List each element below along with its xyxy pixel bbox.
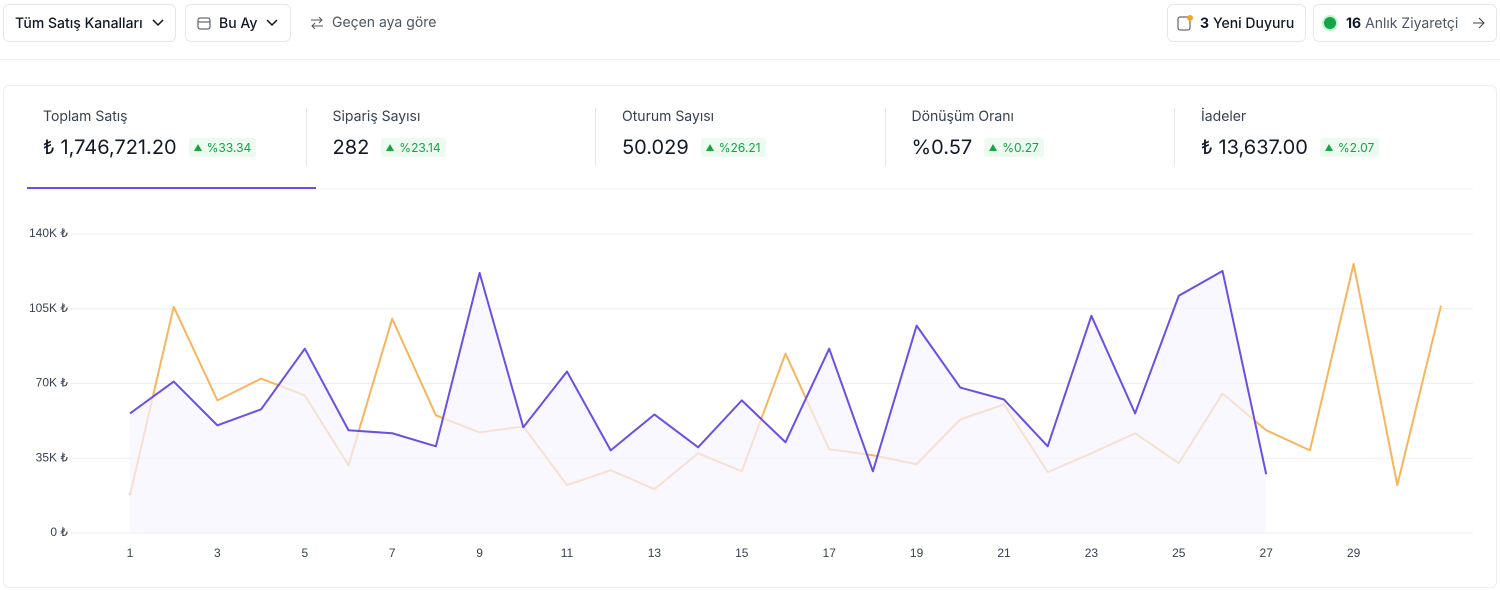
y-tick-label: 140K ₺ <box>29 226 68 240</box>
x-tick-label: 3 <box>214 546 221 560</box>
kpi-label: Oturum Sayısı <box>622 108 714 125</box>
comparison-toggle[interactable]: Geçen aya göre <box>310 14 436 31</box>
up-arrow <box>989 143 998 151</box>
announce-label: Yeni Duyuru <box>1212 14 1295 32</box>
x-tick-label: 27 <box>1260 546 1274 560</box>
announce-icon <box>1177 15 1193 31</box>
kpi-value: 50.029 <box>622 135 689 159</box>
y-tick-label: 0 ₺ <box>50 525 68 539</box>
up-arrow <box>386 143 395 151</box>
up-arrow <box>705 143 714 151</box>
kpi-value: ₺ 13,637.00 <box>1201 135 1308 159</box>
x-tick-label: 11 <box>561 546 574 560</box>
area <box>130 270 1267 533</box>
y-tick-label: 105K ₺ <box>29 301 68 315</box>
x-tick-label: 7 <box>389 546 396 560</box>
kpi-change-text: %26.21 <box>718 139 761 155</box>
up-arrow <box>1324 143 1333 151</box>
arrow-icon <box>1473 17 1486 29</box>
kpi-change: %2.07 <box>1319 137 1380 157</box>
kpi-change: %0.27 <box>984 137 1044 157</box>
x-tick-label: 9 <box>476 546 483 560</box>
kpi-row: 282 %23.14 <box>333 135 603 159</box>
kpi-change-text: %0.27 <box>1002 139 1039 155</box>
channel-filter-text: Tüm Satış Kanalları <box>15 14 143 32</box>
chevron-icon <box>266 19 278 27</box>
announcements[interactable]: 3 Yeni Duyuru <box>1167 4 1306 42</box>
comparison-text: Geçen aya göre <box>332 14 437 31</box>
up-arrow <box>193 143 202 151</box>
kpi-change-text: %23.14 <box>399 139 441 155</box>
x-tick-label: 17 <box>823 546 837 560</box>
kpi-tab[interactable]: Dönüşüm Oranı %0.57 %0.27 <box>912 108 1182 159</box>
x-tick-label: 5 <box>301 546 308 560</box>
x-tick-label: 23 <box>1085 546 1099 560</box>
tab-separator <box>305 108 307 166</box>
tab-separator <box>884 108 886 166</box>
kpi-row: %0.57 %0.27 <box>912 135 1182 159</box>
swap-icon <box>311 16 323 29</box>
x-tick-label: 21 <box>997 546 1011 560</box>
kpi-value: 282 <box>332 135 370 159</box>
kpi-tab[interactable]: İadeler ₺ 13,637.00 %2.07 <box>1201 108 1471 159</box>
kpi-tab[interactable]: Sipariş Sayısı 282 %23.14 <box>333 108 603 159</box>
stats-card <box>3 85 1497 588</box>
tab-separator <box>1174 108 1175 166</box>
y-tick-label: 35K ₺ <box>36 450 69 464</box>
kpi-row: ₺ 1,746,721.20 %33.34 <box>43 135 313 159</box>
y-tick-label: 70K ₺ <box>36 376 69 390</box>
kpi-change: %33.34 <box>188 137 257 157</box>
visitor-label: Anlık Ziyaretçi <box>1365 14 1459 32</box>
kpi-tab[interactable]: Toplam Satış ₺ 1,746,721.20 %33.34 <box>43 108 313 159</box>
line <box>129 269 1268 475</box>
kpi-label: Dönüşüm Oranı <box>911 108 1014 125</box>
kpi-change: %26.21 <box>700 137 766 157</box>
kpi-value: ₺ 1,746,721.20 <box>43 135 177 159</box>
kpi-row: ₺ 13,637.00 %2.07 <box>1201 135 1471 159</box>
x-tick-label: 19 <box>910 546 924 560</box>
kpi-change-text: %2.07 <box>1337 139 1375 155</box>
period-filter-text: Bu Ay <box>219 14 258 32</box>
x-tick-label: 29 <box>1347 546 1361 560</box>
kpi-change: %23.14 <box>381 137 446 157</box>
kpi-label: Sipariş Sayısı <box>332 108 421 125</box>
kpi-value: %0.57 <box>911 135 973 159</box>
kpi-change-text: %33.34 <box>206 139 252 155</box>
x-tick-label: 25 <box>1172 546 1186 560</box>
calendar-icon <box>197 17 211 30</box>
kpi-label: İadeler <box>1201 108 1247 125</box>
live-dot <box>1322 15 1338 31</box>
kpi-tab[interactable]: Oturum Sayısı 50.029 %26.21 <box>622 108 892 159</box>
x-tick-label: 1 <box>127 546 134 560</box>
tab-separator <box>595 108 596 166</box>
x-tick-label: 13 <box>648 546 662 560</box>
visitor-count: 16 <box>1346 14 1362 32</box>
channel-filter[interactable]: Tüm Satış Kanalları <box>3 4 176 42</box>
period-filter[interactable]: Bu Ay <box>185 4 291 42</box>
visitors[interactable]: 16 Anlık Ziyaretçi <box>1313 4 1497 42</box>
chevron-icon <box>152 19 164 27</box>
kpi-row: 50.029 %26.21 <box>622 135 892 159</box>
x-tick-label: 15 <box>735 546 749 560</box>
divider <box>0 59 1500 60</box>
kpi-label: Toplam Satış <box>43 108 128 125</box>
announce-count: 3 <box>1200 14 1210 32</box>
